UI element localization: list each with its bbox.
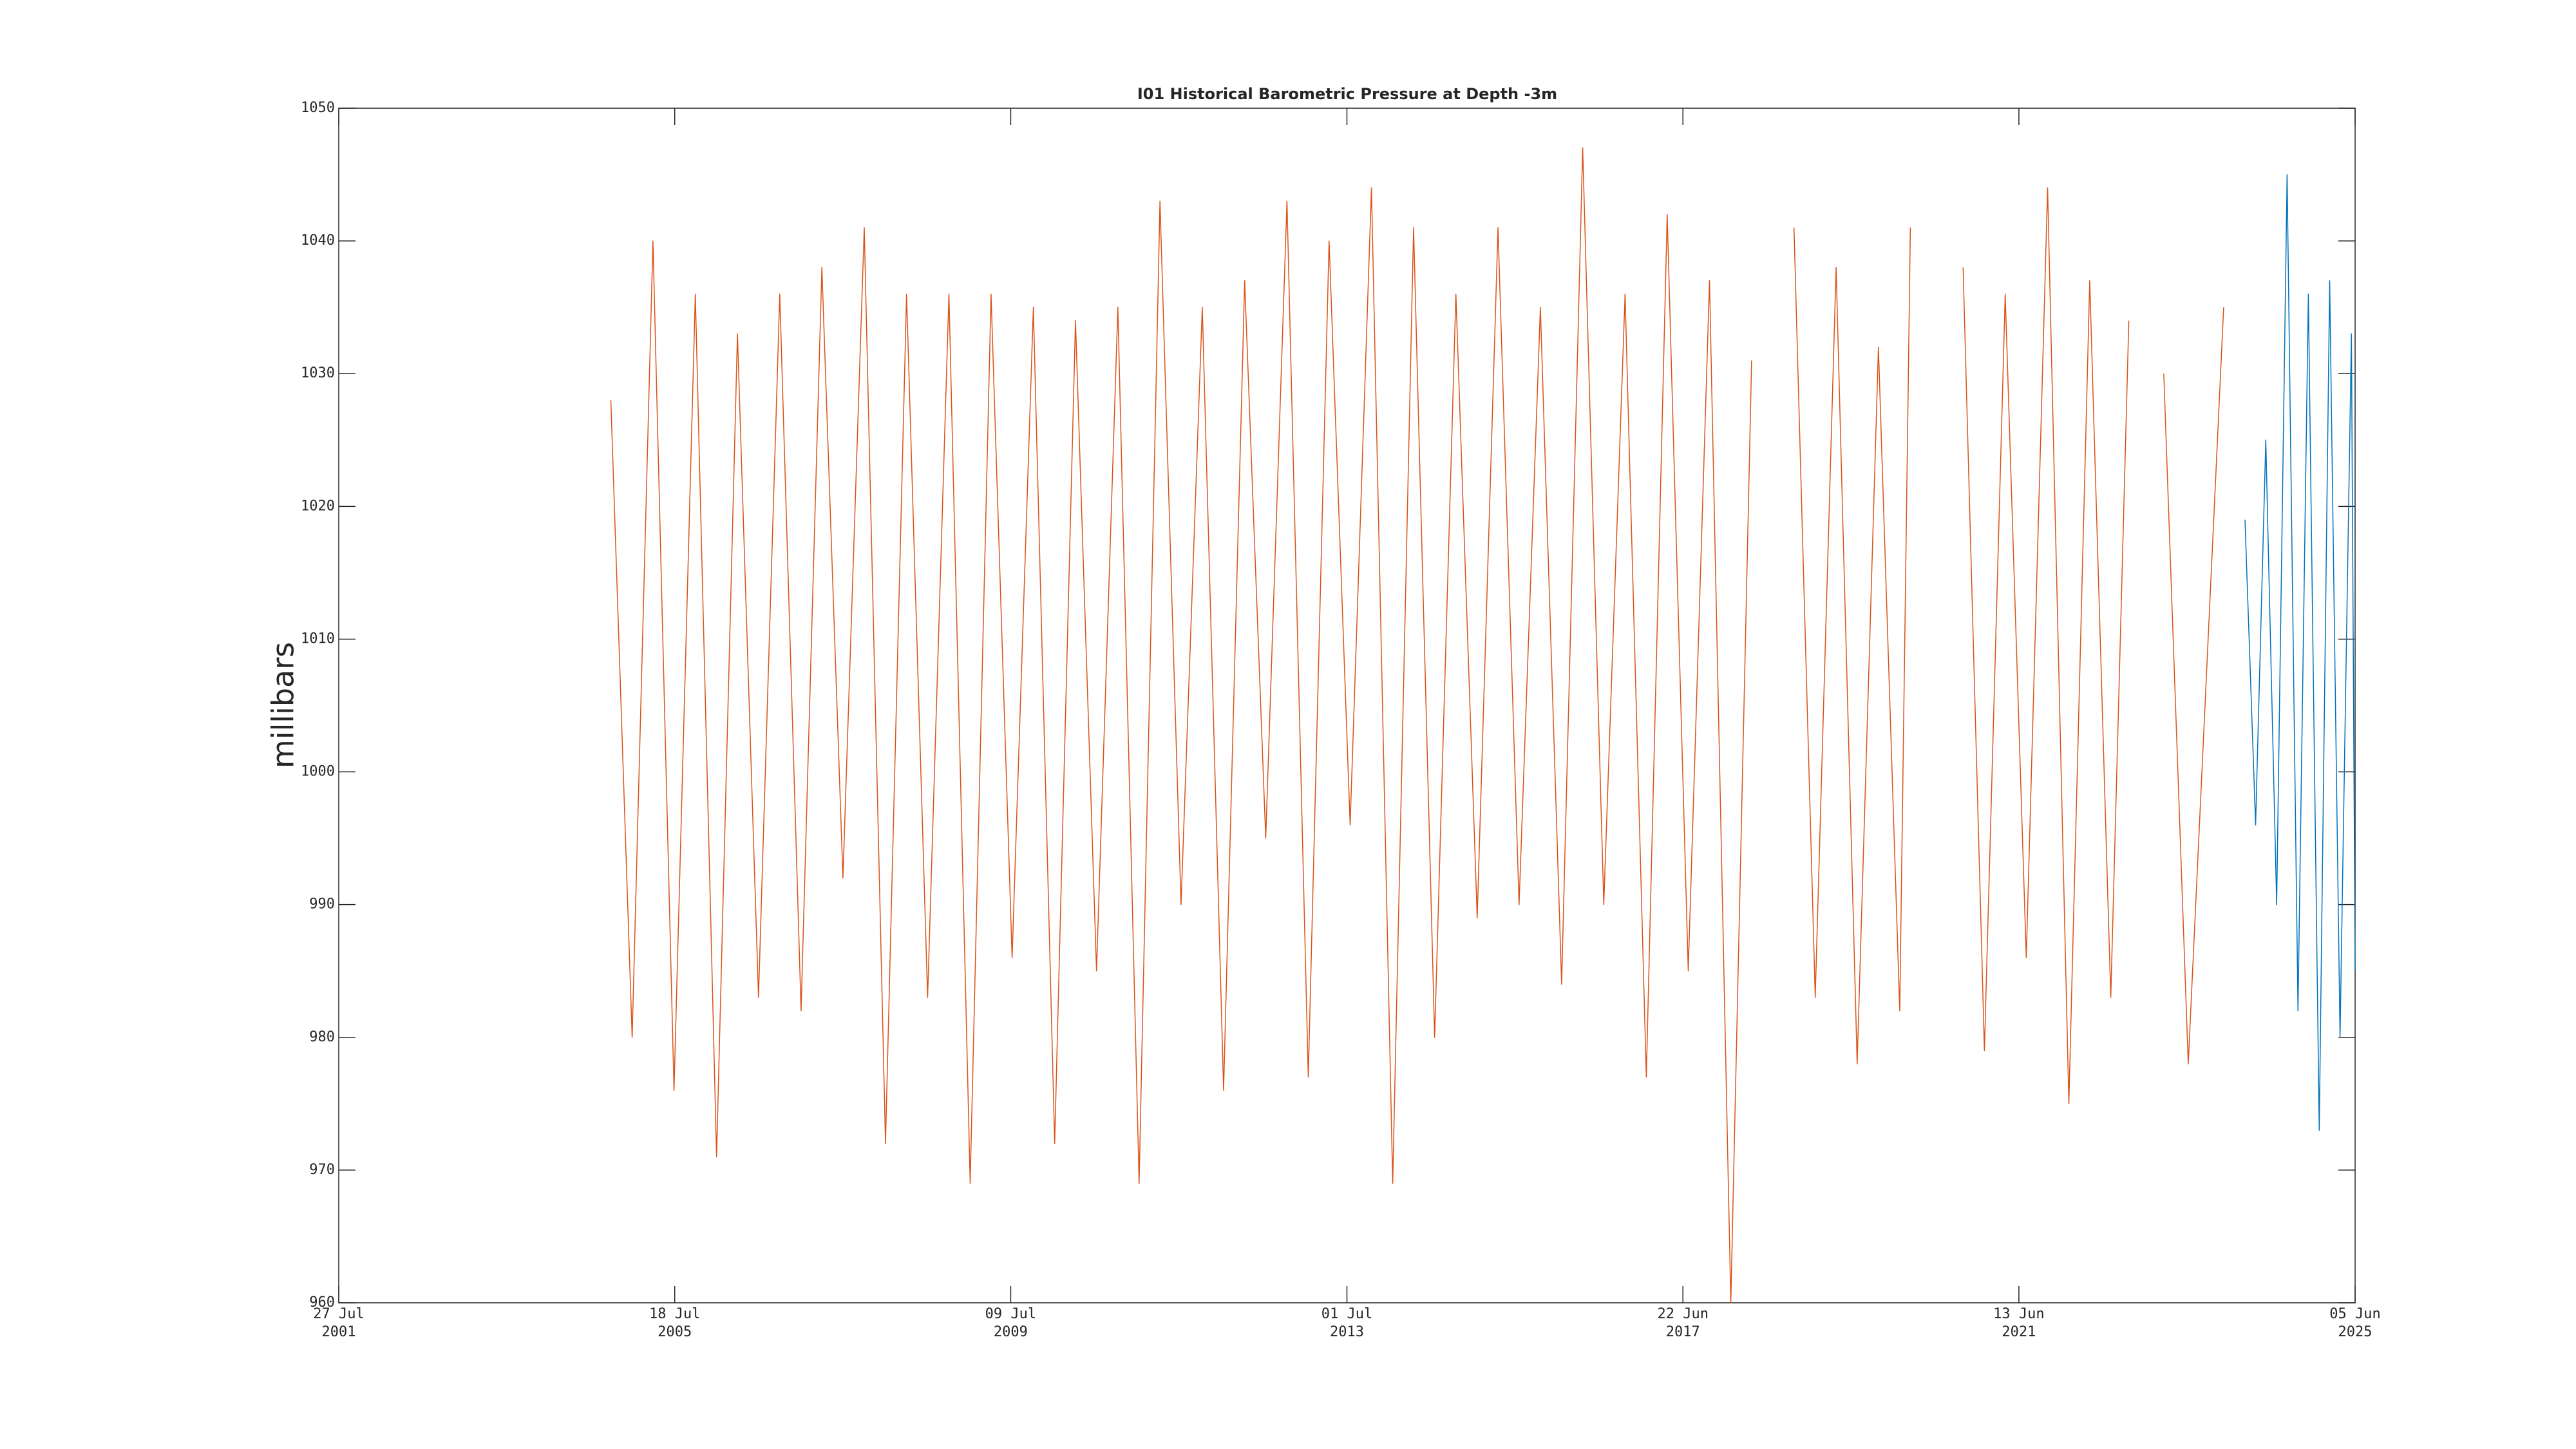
y-tick-label: 1020 — [301, 498, 335, 514]
x-tick-label: 13 Jun — [1993, 1306, 2044, 1322]
y-axis-label: millibars — [266, 642, 301, 768]
y-tick-label: 990 — [309, 896, 335, 913]
data-line — [610, 147, 2224, 1303]
x-tick-label: 01 Jul — [1321, 1306, 1372, 1322]
x-tick-label: 2025 — [2338, 1324, 2372, 1340]
x-tick-label: 18 Jul — [649, 1306, 700, 1322]
y-tick-label: 1040 — [301, 232, 335, 249]
x-tick-label: 2001 — [322, 1324, 356, 1340]
y-tick-label: 1000 — [301, 764, 335, 780]
y-tick-label: 1030 — [301, 365, 335, 381]
x-tick-label: 09 Jul — [985, 1306, 1036, 1322]
y-tick-label: 970 — [309, 1162, 335, 1178]
x-tick-label: 05 Jun — [2329, 1306, 2380, 1322]
x-tick-label: 2009 — [994, 1324, 1028, 1340]
y-tick-label: 1010 — [301, 630, 335, 647]
x-tick-label: 27 Jul — [313, 1306, 364, 1322]
y-tick-label: 980 — [309, 1029, 335, 1045]
x-tick-label: 2013 — [1330, 1324, 1364, 1340]
x-tick-label: 2005 — [658, 1324, 692, 1340]
x-tick-label: 2017 — [1666, 1324, 1700, 1340]
y-tick-label: 1050 — [301, 100, 335, 116]
chart-title: I01 Historical Barometric Pressure at De… — [1137, 85, 1557, 103]
y-tick-label: 960 — [309, 1294, 335, 1311]
x-tick-label: 2021 — [2002, 1324, 2036, 1340]
x-tick-label: 22 Jun — [1657, 1306, 1708, 1322]
data-line — [2244, 174, 2356, 1131]
